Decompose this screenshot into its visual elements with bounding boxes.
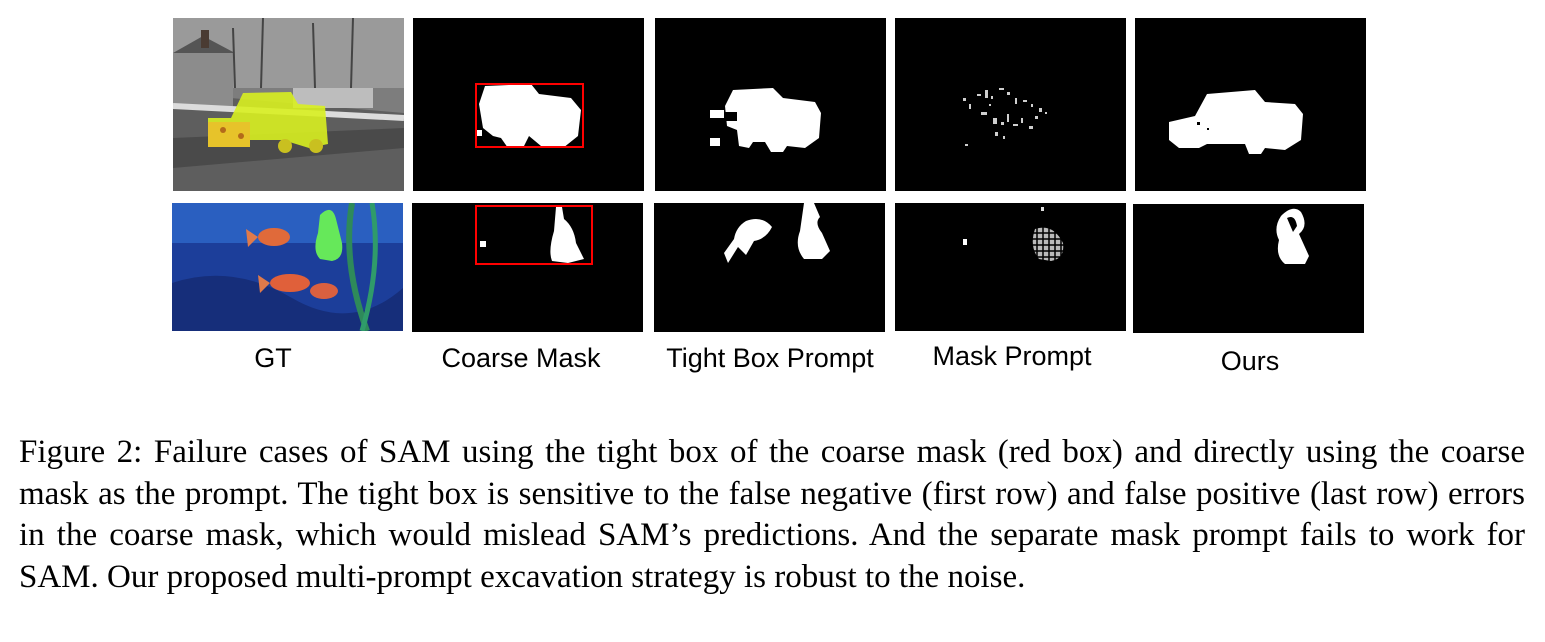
- gt-truck-image: [173, 18, 404, 191]
- ours-goldfish: [1133, 204, 1364, 333]
- column-label-tight-box-prompt: Tight Box Prompt: [666, 343, 874, 373]
- column-label-mask-prompt: Mask Prompt: [932, 341, 1092, 371]
- mask-prompt-truck: [895, 18, 1126, 191]
- column-label-coarse-mask: Coarse Mask: [441, 343, 601, 373]
- coarse-mask-goldfish: [412, 203, 643, 332]
- column-label-gt: GT: [254, 343, 292, 373]
- ours-truck: [1135, 18, 1366, 191]
- mask-prompt-goldfish: [895, 203, 1126, 331]
- figure-caption: Figure 2: Failure cases of SAM using the…: [19, 434, 1525, 595]
- gt-goldfish-image: [172, 203, 403, 331]
- tight-box-prompt-truck: [655, 18, 886, 191]
- tight-box-prompt-goldfish: [654, 203, 885, 332]
- column-label-ours: Ours: [1220, 346, 1280, 376]
- coarse-mask-truck: [413, 18, 644, 191]
